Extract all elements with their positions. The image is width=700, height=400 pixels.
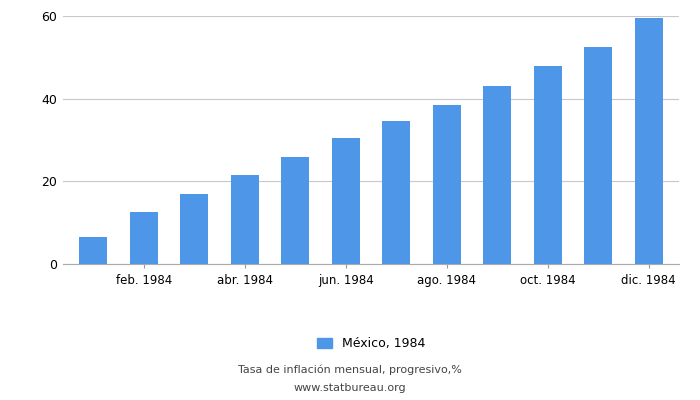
Bar xyxy=(79,237,107,264)
Bar xyxy=(382,121,410,264)
Bar xyxy=(332,138,360,264)
Bar xyxy=(433,105,461,264)
Bar xyxy=(130,212,158,264)
Text: www.statbureau.org: www.statbureau.org xyxy=(294,383,406,393)
Bar xyxy=(584,47,612,264)
Bar xyxy=(181,194,208,264)
Bar xyxy=(483,86,511,264)
Bar xyxy=(534,66,561,264)
Bar xyxy=(281,156,309,264)
Legend: México, 1984: México, 1984 xyxy=(312,332,430,355)
Bar xyxy=(635,18,663,264)
Bar xyxy=(231,175,259,264)
Text: Tasa de inflación mensual, progresivo,%: Tasa de inflación mensual, progresivo,% xyxy=(238,365,462,375)
